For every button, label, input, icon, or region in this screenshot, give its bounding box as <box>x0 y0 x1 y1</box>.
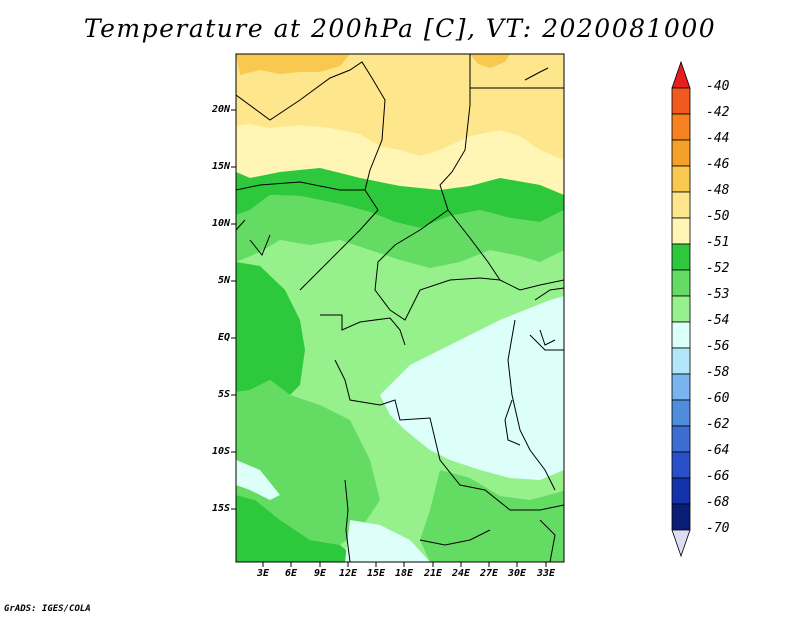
patch-minus-56-west <box>236 460 280 500</box>
colorbar-label: -44 <box>706 131 730 146</box>
colorbar-swatch <box>671 191 691 219</box>
colorbar-label: -40 <box>706 79 730 94</box>
lon-label-27e: 27E <box>479 568 499 579</box>
band-minus-53-south <box>236 380 380 545</box>
colorbar-swatch <box>671 347 691 375</box>
colorbar-label: -66 <box>706 469 730 484</box>
lon-label-3e: 3E <box>256 568 270 579</box>
lon-label-33e: 33E <box>536 568 556 579</box>
lat-label-15s: 15S <box>211 503 230 514</box>
lon-label-21e: 21E <box>423 568 443 579</box>
colorbar-label: -64 <box>706 443 730 458</box>
colorbar-swatch <box>671 373 691 401</box>
lon-label-6e: 6E <box>284 568 298 579</box>
colorbar-label: -54 <box>706 313 730 328</box>
band-minus-53-north <box>236 195 564 268</box>
colorbar-label: -48 <box>706 183 730 198</box>
colorbar-label: -56 <box>706 339 730 354</box>
region-minus-53-southeast <box>420 470 564 562</box>
band-minus-52-south <box>236 495 360 562</box>
colorbar-end-bottom <box>671 529 691 558</box>
colorbar-swatch <box>671 113 691 141</box>
colorbar <box>671 60 691 558</box>
colorbar-label: -50 <box>706 209 730 224</box>
colorbar-swatch <box>671 295 691 323</box>
map-frame <box>235 53 565 563</box>
colorbar-swatch <box>671 399 691 427</box>
lat-label-15n: 15N <box>211 161 230 172</box>
lon-label-15e: 15E <box>366 568 386 579</box>
colorbar-label: -60 <box>706 391 730 406</box>
colorbar-swatch <box>671 425 691 453</box>
colorbar-swatch <box>671 321 691 349</box>
colorbar-swatch <box>671 503 691 531</box>
lon-label-12e: 12E <box>338 568 358 579</box>
lon-label-18e: 18E <box>394 568 414 579</box>
lon-label-9e: 9E <box>313 568 327 579</box>
core-minus-56 <box>380 296 564 480</box>
lat-label-5n: 5N <box>217 275 230 286</box>
patch-minus-56-south <box>345 520 430 562</box>
region-minus-52-west <box>236 262 305 395</box>
lat-label-20n: 20N <box>211 104 230 115</box>
band-minus-50 <box>236 54 564 160</box>
colorbar-label: -62 <box>706 417 730 432</box>
colorbar-label: -46 <box>706 157 730 172</box>
credit-text: GrADS: IGES/COLA <box>4 604 91 614</box>
colorbar-end-top <box>671 60 691 89</box>
colorbar-label: -52 <box>706 261 730 276</box>
lon-label-24e: 24E <box>451 568 471 579</box>
colorbar-label: -53 <box>706 287 730 302</box>
lat-label-10n: 10N <box>211 218 230 229</box>
colorbar-swatch <box>671 243 691 271</box>
lat-label-eq: EQ <box>217 332 230 343</box>
colorbar-label: -70 <box>706 521 730 536</box>
colorbar-label: -68 <box>706 495 730 510</box>
lat-label-10s: 10S <box>211 446 230 457</box>
patch-minus-48-west <box>236 54 350 75</box>
lat-label-5s: 5S <box>217 389 230 400</box>
lon-ticks <box>262 562 547 567</box>
band-minus-52-north <box>236 168 564 228</box>
colorbar-swatch <box>671 139 691 167</box>
colorbar-label: -42 <box>706 105 730 120</box>
colorbar-swatch <box>671 451 691 479</box>
colorbar-swatch <box>671 477 691 505</box>
map-title: Temperature at 200hPa [C], VT: 202008100… <box>83 14 717 43</box>
colorbar-swatch <box>671 217 691 245</box>
patch-minus-48-north <box>470 54 510 68</box>
country-borders <box>236 54 564 562</box>
temperature-field <box>236 54 564 562</box>
colorbar-label: -58 <box>706 365 730 380</box>
lon-label-30e: 30E <box>507 568 527 579</box>
colorbar-swatch <box>671 269 691 297</box>
colorbar-swatch <box>671 165 691 193</box>
lat-ticks <box>231 109 236 510</box>
colorbar-label: -51 <box>706 235 730 250</box>
colorbar-swatch <box>671 87 691 115</box>
